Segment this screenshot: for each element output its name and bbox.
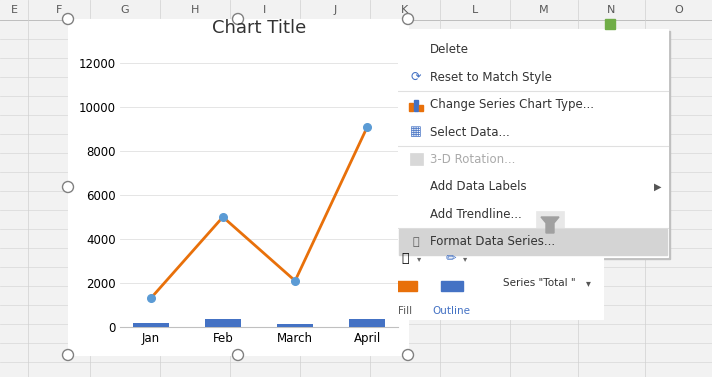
Text: F: F	[56, 5, 62, 15]
Text: Delete: Delete	[430, 43, 469, 56]
Text: ▶: ▶	[654, 182, 661, 192]
Bar	[205, 319, 241, 327]
Text: Format Data Series...: Format Data Series...	[430, 235, 555, 248]
Bar	[398, 29, 668, 257]
Bar	[277, 324, 313, 327]
Bar	[132, 323, 169, 327]
Bar	[399, 229, 667, 254]
Text: Reset to Match Style: Reset to Match Style	[430, 70, 552, 84]
Text: M: M	[539, 5, 549, 15]
Polygon shape	[541, 217, 559, 233]
Bar	[399, 229, 667, 254]
Text: H: H	[191, 5, 199, 15]
Text: J: J	[333, 5, 337, 15]
Circle shape	[63, 349, 73, 360]
Bar	[410, 153, 423, 166]
Text: K: K	[402, 5, 409, 15]
Bar	[350, 319, 385, 327]
Text: Select Data...: Select Data...	[430, 126, 510, 138]
Bar	[414, 100, 418, 110]
Bar	[393, 247, 603, 319]
Bar	[0, 0, 712, 20]
Text: Add Data Labels: Add Data Labels	[430, 181, 527, 193]
Bar	[395, 281, 417, 291]
Text: ✏: ✏	[446, 253, 456, 265]
Text: Add Trendline...: Add Trendline...	[430, 208, 522, 221]
Text: Change Series Chart Type...: Change Series Chart Type...	[430, 98, 594, 111]
Bar	[536, 211, 564, 239]
Title: Chart Title: Chart Title	[212, 19, 306, 37]
Text: 🖌: 🖌	[413, 237, 419, 247]
Text: N: N	[607, 5, 616, 15]
Circle shape	[233, 349, 244, 360]
Text: 3-D Rotation...: 3-D Rotation...	[430, 153, 515, 166]
Circle shape	[63, 181, 73, 193]
Bar	[400, 31, 670, 259]
Text: O: O	[674, 5, 683, 15]
Text: Outline: Outline	[432, 306, 470, 316]
Text: ⟳: ⟳	[411, 70, 422, 84]
Circle shape	[402, 14, 414, 25]
Bar	[0, 0, 28, 377]
Text: 🪣: 🪣	[402, 253, 409, 265]
Text: ▾: ▾	[585, 278, 590, 288]
Text: E: E	[11, 5, 18, 15]
Bar	[68, 19, 408, 355]
Text: L: L	[472, 5, 478, 15]
Text: ▾: ▾	[463, 254, 467, 264]
Text: ▾: ▾	[417, 254, 421, 264]
Text: Series "Total ": Series "Total "	[503, 278, 576, 288]
Bar	[498, 272, 593, 294]
Text: I: I	[263, 5, 266, 15]
Circle shape	[233, 14, 244, 25]
Bar	[605, 19, 615, 29]
Text: G: G	[121, 5, 130, 15]
Text: Fill: Fill	[398, 306, 412, 316]
Bar	[441, 281, 463, 291]
Bar	[419, 104, 423, 110]
Circle shape	[63, 14, 73, 25]
Bar	[409, 103, 413, 110]
Circle shape	[402, 349, 414, 360]
Text: ▦: ▦	[410, 126, 422, 138]
